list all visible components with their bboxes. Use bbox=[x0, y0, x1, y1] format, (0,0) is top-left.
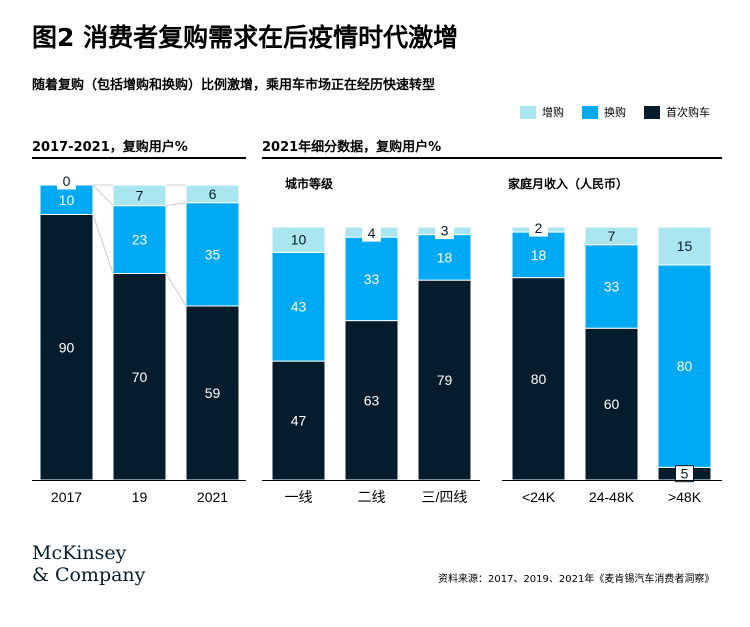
connector-line-1-0 bbox=[165, 273, 187, 307]
value-label-1-1-2: 4 bbox=[368, 225, 376, 241]
value-label-2-0-2: 2 bbox=[535, 220, 543, 236]
category-label-0-1: 19 bbox=[132, 489, 148, 505]
value-label-1-0-0: 47 bbox=[291, 413, 307, 429]
bar-segment-2-2-2 bbox=[657, 226, 712, 266]
bar-segment-2-1-2 bbox=[584, 226, 639, 246]
bar-segment-2-1-0 bbox=[584, 327, 639, 481]
value-label-0-1-1: 23 bbox=[132, 232, 148, 248]
value-label-1-1-1: 33 bbox=[364, 271, 380, 287]
value-label-box-1-1-2 bbox=[362, 224, 381, 242]
bar-segment-0-2-1 bbox=[185, 202, 240, 307]
connector-line-0-0 bbox=[92, 214, 114, 274]
connector-line-1-1 bbox=[165, 202, 187, 207]
legend-label-first-purchase: 首次购车 bbox=[666, 106, 710, 119]
legend-label-additional: 增购 bbox=[542, 106, 564, 119]
bar-segment-2-1-1 bbox=[584, 244, 639, 329]
bar-segment-1-1-1 bbox=[344, 236, 399, 322]
category-label-0-2: 2021 bbox=[197, 489, 228, 505]
value-label-1-0-2: 10 bbox=[291, 232, 307, 248]
bar-segment-1-2-1 bbox=[417, 234, 472, 281]
income-title: 家庭月收入（人民币） bbox=[508, 177, 629, 191]
value-label-2-1-2: 7 bbox=[608, 228, 616, 244]
value-label-0-2-1: 35 bbox=[205, 246, 221, 262]
value-label-2-2-2: 15 bbox=[677, 238, 693, 254]
value-label-2-0-0: 80 bbox=[531, 371, 547, 387]
legend: 增购 换购 首次购车 bbox=[520, 104, 730, 122]
bar-segment-0-1-1 bbox=[112, 205, 167, 274]
left-panel-rule bbox=[32, 157, 246, 159]
value-label-0-1-0: 70 bbox=[132, 369, 148, 385]
logo-line-2: & Company bbox=[32, 564, 146, 586]
category-label-1-1: 二线 bbox=[358, 489, 386, 505]
category-label-1-2: 三/四线 bbox=[422, 489, 468, 505]
value-label-0-2-2: 6 bbox=[209, 186, 217, 202]
mckinsey-logo: McKinsey & Company bbox=[32, 542, 145, 586]
category-label-0-0: 2017 bbox=[51, 489, 82, 505]
category-label-2-2: >48K bbox=[668, 489, 702, 505]
bar-segment-0-2-0 bbox=[185, 305, 240, 481]
right-panel-title: 2021年细分数据，复购用户% bbox=[262, 140, 442, 155]
category-label-2-0: <24K bbox=[522, 489, 556, 505]
legend-swatch-first-purchase bbox=[644, 105, 660, 119]
connector-line-0-1 bbox=[92, 184, 114, 206]
legend-item-additional: 增购 bbox=[520, 104, 564, 120]
value-label-0-0-1: 10 bbox=[59, 192, 75, 208]
category-label-2-1: 24-48K bbox=[589, 489, 635, 505]
value-label-2-2-1: 80 bbox=[677, 358, 693, 374]
bar-segment-1-2-0 bbox=[417, 279, 472, 481]
city-tier-title: 城市等级 bbox=[285, 177, 334, 191]
bar-segment-0-2-2 bbox=[185, 184, 240, 204]
value-label-0-0-2: 0 bbox=[63, 173, 71, 189]
value-label-2-2-0: 5 bbox=[681, 466, 689, 482]
left-panel-title: 2017-2021，复购用户% bbox=[32, 140, 188, 155]
value-label-1-0-1: 43 bbox=[291, 299, 307, 315]
chart-title: 图2 消费者复购需求在后疫情时代激增 bbox=[32, 23, 459, 52]
value-label-box-0-0-2 bbox=[57, 172, 76, 190]
right-panel-rule bbox=[262, 157, 722, 159]
category-label-1-0: 一线 bbox=[285, 489, 313, 505]
value-label-0-1-2: 7 bbox=[136, 187, 144, 203]
bar-segment-0-1-2 bbox=[112, 184, 167, 207]
value-label-box-2-0-2 bbox=[529, 219, 548, 237]
value-label-1-2-1: 18 bbox=[437, 249, 453, 265]
legend-swatch-replacement bbox=[582, 105, 598, 119]
value-label-0-0-0: 90 bbox=[59, 339, 75, 355]
value-label-2-0-1: 18 bbox=[531, 247, 547, 263]
value-label-box-2-2-0 bbox=[675, 465, 694, 483]
logo-line-1: McKinsey bbox=[32, 542, 127, 564]
value-label-1-2-2: 3 bbox=[441, 223, 449, 239]
value-label-1-2-0: 79 bbox=[437, 372, 453, 388]
legend-label-replacement: 换购 bbox=[604, 106, 626, 119]
legend-swatch-additional bbox=[520, 105, 536, 119]
value-label-1-1-0: 63 bbox=[364, 392, 380, 408]
chart-subtitle: 随着复购（包括增购和换购）比例激增，乘用车市场正在经历快速转型 bbox=[32, 78, 436, 93]
value-label-box-1-2-2 bbox=[435, 222, 454, 240]
legend-item-replacement: 换购 bbox=[582, 104, 626, 120]
value-label-0-2-0: 59 bbox=[205, 385, 221, 401]
value-label-2-1-1: 33 bbox=[604, 278, 620, 294]
value-label-2-1-0: 60 bbox=[604, 396, 620, 412]
bar-segment-1-0-2 bbox=[271, 226, 326, 253]
legend-item-first-purchase: 首次购车 bbox=[644, 104, 710, 120]
source-note: 资料来源：2017、2019、2021年《麦肯锡汽车消费者洞察》 bbox=[438, 574, 715, 585]
